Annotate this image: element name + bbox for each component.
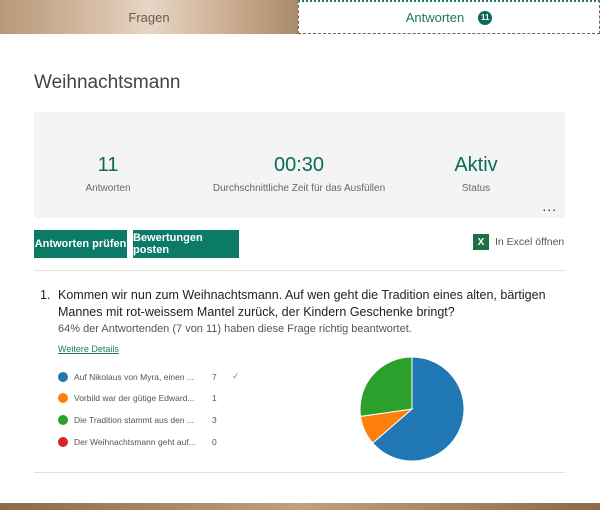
question-text: Kommen wir nun zum Weihnachtsmann. Auf w… [58, 288, 546, 319]
checkmark-icon: ✓ [232, 371, 240, 381]
stat-avg-time: 00:30 Durchschnittliche Zeit für das Ausf… [199, 154, 399, 194]
tab-bar: Fragen Antworten 11 [0, 0, 600, 34]
legend-dot [58, 371, 68, 382]
form-title: Weihnachtsmann [34, 72, 181, 93]
legend-count: 7 [212, 371, 217, 382]
excel-label: In Excel öffnen [495, 236, 565, 248]
legend-count: 0 [212, 437, 217, 447]
legend-label: Auf Nikolaus von Myra, einen ... [74, 371, 195, 382]
legend-dot [58, 415, 68, 425]
legend-label: Vorbild war der gütige Edward... [74, 393, 195, 403]
responses-count-badge: 11 [478, 10, 493, 25]
stats-panel: 11 Antworten 00:30 Durchschnittliche Zeit … [34, 112, 565, 218]
question-1: 1. Kommen wir nun zum Weihnachtsmann. Au… [40, 287, 560, 321]
legend-item: Vorbild war der gütige Edward... 1 [58, 393, 232, 403]
legend-label: Der Weihnachtsmann geht auf... [74, 437, 196, 447]
legend-count: 1 [212, 393, 217, 403]
legend-count: 3 [212, 415, 217, 425]
stat-status: Aktiv Status [376, 154, 576, 194]
legend-dot [58, 437, 68, 447]
review-answers-button[interactable]: Antworten prüfen [34, 230, 127, 258]
tab-questions[interactable]: Fragen [0, 0, 298, 34]
question-number: 1. [40, 288, 51, 302]
divider [34, 472, 565, 473]
legend-dot [58, 393, 68, 403]
question-summary: 64% der Antwortenden (7 von 11) haben di… [58, 323, 412, 335]
tab-responses[interactable]: Antworten 11 [298, 0, 600, 34]
excel-icon: X [473, 234, 489, 250]
pie-chart [359, 356, 465, 462]
pie-slice[interactable] [359, 356, 413, 417]
stat-label: Durchschnittliche Zeit für das Ausfüllen [212, 183, 386, 194]
legend-item: Die Tradition stammt aus den ... 3 [58, 415, 232, 425]
legend-label: Die Tradition stammt aus den ... [74, 415, 194, 425]
pie-slice[interactable] [371, 356, 465, 462]
background-strip [0, 503, 600, 510]
stat-responses: 11 Antworten [8, 154, 208, 194]
tab-questions-label: Fragen [128, 9, 170, 25]
legend-item: Der Weihnachtsmann geht auf... 0 [58, 437, 232, 447]
more-options-icon[interactable]: ... [542, 198, 557, 214]
stat-value: 11 [97, 154, 119, 176]
stat-label: Status [461, 183, 491, 194]
stat-value: 00:30 [273, 154, 325, 176]
stat-value: Aktiv [454, 154, 498, 176]
tab-responses-label: Antworten [405, 10, 465, 25]
divider [34, 270, 565, 271]
more-details-link[interactable]: Weitere Details [58, 344, 119, 354]
post-scores-button[interactable]: Bewertungen posten [133, 230, 239, 258]
stat-label: Antworten [85, 183, 131, 194]
legend-item: Auf Nikolaus von Myra, einen ... 7 ✓ [58, 371, 240, 382]
open-in-excel-button[interactable]: X In Excel öffnen [473, 234, 564, 250]
